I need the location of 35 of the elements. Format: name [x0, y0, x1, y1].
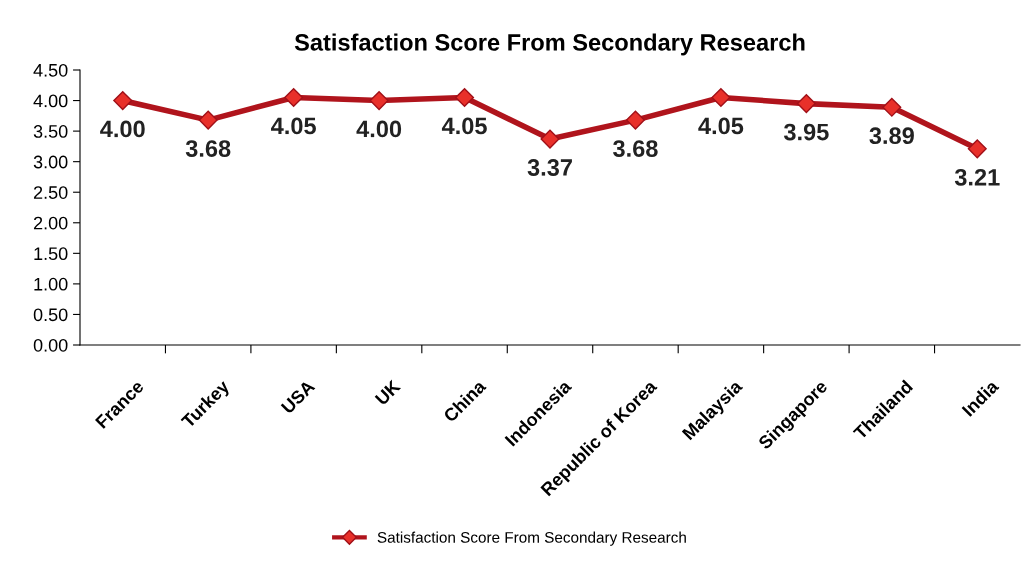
point: [113, 91, 133, 111]
y-tick-label: 0.50: [33, 308, 68, 322]
y-tick-label: 1.50: [34, 247, 68, 261]
data-label: 4.00: [100, 120, 145, 138]
point: [369, 91, 389, 111]
data-label: 4.05: [271, 117, 316, 135]
point: [711, 87, 731, 108]
legend-label: Satisfaction Score From Secondary Research: [377, 531, 686, 546]
y-tick-label: 2.50: [33, 186, 68, 199]
chart-title: Satisfaction Score From Secondary Research: [294, 33, 805, 56]
y-tick-label: 3.50: [33, 125, 68, 138]
data-label: 4.05: [698, 117, 744, 135]
y-tick-label: 1.00: [34, 277, 68, 291]
data-label: 4.00: [356, 120, 402, 138]
data-label: 3.68: [185, 140, 231, 157]
data-label: 3.68: [613, 140, 658, 157]
y-tick-label: 2.00: [33, 216, 68, 230]
x-tick-label: UK: [374, 379, 402, 406]
y-tick-label: 4.00: [33, 94, 68, 108]
point: [882, 97, 902, 117]
data-label: 3.37: [527, 159, 572, 176]
point: [796, 94, 816, 114]
data-label: 3.21: [954, 168, 1000, 186]
point: [198, 110, 218, 130]
point: [540, 129, 560, 149]
y-tick-label: 4.50: [33, 63, 68, 77]
data-label: 3.95: [783, 123, 829, 141]
y-tick-label: 3.00: [33, 155, 68, 169]
data-label: 3.89: [869, 127, 914, 145]
data-label: 4.05: [441, 117, 487, 135]
point: [455, 87, 475, 108]
point: [284, 87, 304, 108]
point: [625, 110, 645, 130]
y-tick-label: 0.00: [33, 338, 68, 352]
point: [967, 139, 987, 159]
